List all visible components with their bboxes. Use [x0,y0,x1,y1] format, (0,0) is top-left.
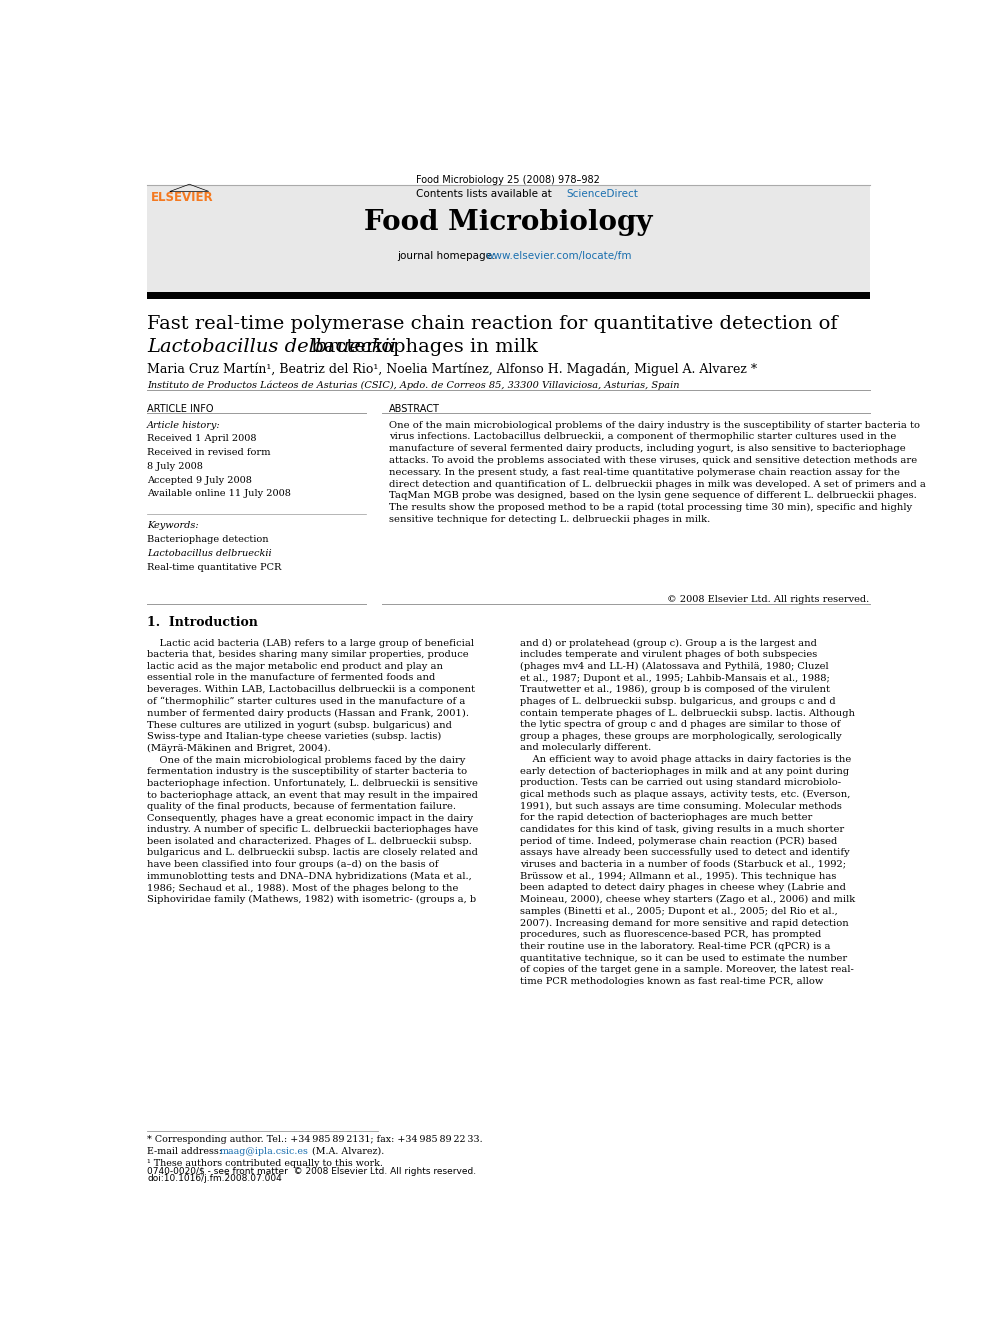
Text: ELSEVIER: ELSEVIER [151,192,213,204]
Text: Food Microbiology: Food Microbiology [364,209,653,235]
Text: Lactobacillus delbrueckii: Lactobacillus delbrueckii [147,549,272,558]
Text: One of the main microbiological problems of the dairy industry is the susceptibi: One of the main microbiological problems… [389,421,927,524]
Text: maag@ipla.csic.es: maag@ipla.csic.es [220,1147,309,1156]
Text: Keywords:: Keywords: [147,521,198,531]
Text: 0740-0020/$ - see front matter  © 2008 Elsevier Ltd. All rights reserved.: 0740-0020/$ - see front matter © 2008 El… [147,1167,476,1176]
Text: Bacteriophage detection: Bacteriophage detection [147,536,269,544]
Text: Instituto de Productos Lácteos de Asturias (CSIC), Apdo. de Correos 85, 33300 Vi: Instituto de Productos Lácteos de Asturi… [147,381,680,390]
Bar [147,187,870,294]
Text: Received in revised form: Received in revised form [147,448,271,456]
Text: doi:10.1016/j.fm.2008.07.004: doi:10.1016/j.fm.2008.07.004 [147,1175,282,1183]
Bar [147,292,870,299]
Text: Accepted 9 July 2008: Accepted 9 July 2008 [147,475,252,484]
Text: E-mail address:: E-mail address: [147,1147,225,1156]
Text: www.elsevier.com/locate/fm: www.elsevier.com/locate/fm [485,251,632,262]
Text: Available online 11 July 2008: Available online 11 July 2008 [147,490,291,499]
Text: 8 July 2008: 8 July 2008 [147,462,203,471]
Text: Lactic acid bacteria (LAB) refers to a large group of beneficial
bacteria that, : Lactic acid bacteria (LAB) refers to a l… [147,639,478,905]
Text: ARTICLE INFO: ARTICLE INFO [147,405,213,414]
Text: Article history:: Article history: [147,421,220,430]
Text: Contents lists available at: Contents lists available at [417,189,556,200]
Text: journal homepage:: journal homepage: [397,251,499,262]
Text: © 2008 Elsevier Ltd. All rights reserved.: © 2008 Elsevier Ltd. All rights reserved… [668,595,870,603]
Text: Maria Cruz Martín¹, Beatriz del Rio¹, Noelia Martínez, Alfonso H. Magadán, Migue: Maria Cruz Martín¹, Beatriz del Rio¹, No… [147,363,757,376]
Text: 1.  Introduction: 1. Introduction [147,617,258,630]
Text: bacteriophages in milk: bacteriophages in milk [305,339,538,356]
Text: ScienceDirect: ScienceDirect [566,189,638,200]
Text: and d) or prolatehead (group c). Group a is the largest and
includes temperate a: and d) or prolatehead (group c). Group a… [520,639,855,986]
Text: ABSTRACT: ABSTRACT [389,405,440,414]
Text: ¹ These authors contributed equally to this work.: ¹ These authors contributed equally to t… [147,1159,383,1168]
Text: Lactobacillus delbrueckii: Lactobacillus delbrueckii [147,339,396,356]
Text: Food Microbiology 25 (2008) 978–982: Food Microbiology 25 (2008) 978–982 [417,175,600,185]
Text: Received 1 April 2008: Received 1 April 2008 [147,434,257,443]
Text: * Corresponding author. Tel.: +34 985 89 2131; fax: +34 985 89 22 33.: * Corresponding author. Tel.: +34 985 89… [147,1135,483,1143]
Text: (M.A. Alvarez).: (M.A. Alvarez). [309,1147,384,1156]
Text: Real-time quantitative PCR: Real-time quantitative PCR [147,562,282,572]
Text: Fast real-time polymerase chain reaction for quantitative detection of: Fast real-time polymerase chain reaction… [147,315,837,332]
